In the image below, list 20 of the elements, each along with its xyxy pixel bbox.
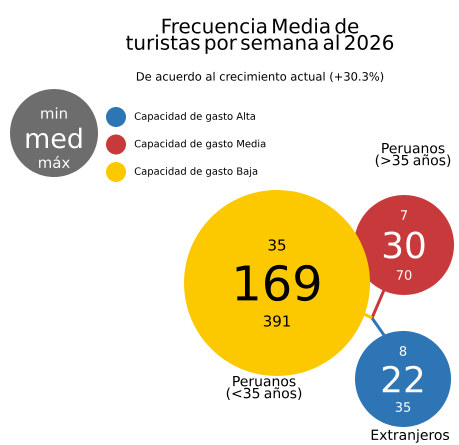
data-label: 169 [236, 264, 320, 302]
category-label: Peruanos (>35 años) [376, 143, 450, 167]
category-label: Peruanos (<35 años) [226, 376, 302, 400]
text: 35 [396, 402, 410, 412]
legend-label: Capacidad de gasto Media [134, 140, 266, 150]
text: med [26, 128, 82, 148]
data-label: 30 [384, 231, 424, 259]
text: 70 [396, 270, 412, 280]
text: máx [39, 156, 70, 168]
text: min [41, 107, 67, 119]
data-label: 22 [382, 366, 422, 392]
text: 7 [400, 210, 408, 220]
legend-label: Capacidad de gasto Baja [134, 167, 258, 177]
text: De acuerdo al crecimiento actual (+30.3%) [136, 72, 384, 82]
text: 8 [400, 346, 406, 356]
text: 391 [264, 315, 290, 327]
text: Frecuencia Media de turistas por semana al 2026 [126, 18, 394, 54]
text: 35 [268, 239, 286, 251]
legend-label: Capacidad de gasto Alta [134, 112, 255, 122]
category-label: Extranjeros [372, 429, 450, 443]
